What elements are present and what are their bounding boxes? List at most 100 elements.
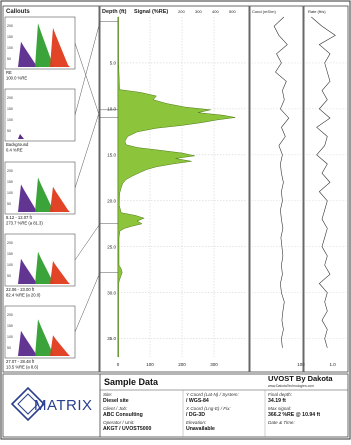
depth-header: Depth (ft)	[102, 9, 127, 15]
rate-panel	[303, 5, 349, 373]
callout-waveform-red	[50, 27, 70, 67]
callout-label: 27.07 - 28.48 ft	[6, 359, 35, 364]
callout-waveform-purple	[18, 330, 38, 356]
callout-connector	[74, 42, 101, 118]
callout-axis-label: 150	[7, 252, 13, 256]
depth-tick-label: 20.0	[107, 198, 116, 203]
brand-sub: www.DakotaTechnologies.com	[268, 384, 314, 388]
callout-label: 22.06 - 23.00 ft	[6, 287, 35, 292]
callout-label: 13.5 %RE (a 8.6)	[6, 365, 39, 370]
depth-tick-label: 15.0	[107, 152, 116, 157]
callout-axis-label: 150	[7, 107, 13, 111]
footer-field-label: Date & Time:	[268, 420, 295, 425]
signal-top-tick: 500	[229, 9, 236, 14]
matrix-logo: MATRIX	[10, 386, 93, 422]
signal-header: Signal (%RE)	[134, 9, 168, 15]
callouts-header: Callouts	[6, 9, 30, 15]
footer-field-label: Y Coord (Lat-N) / System:	[186, 392, 239, 397]
signal-top-tick: 400	[212, 9, 219, 14]
plots-layer: 200 300 400 500 5.0 10.0 15.0 20.0 25.0 30.0 35.0 0…	[107, 9, 346, 367]
callout-waveform-purple	[18, 258, 38, 284]
brand-title: UVOST By Dakota	[268, 374, 333, 383]
callout-waveform-red	[50, 186, 70, 212]
cond-header: Cond (mS/m)	[252, 9, 276, 14]
signal-top-tick: 200	[178, 9, 185, 14]
footer-field-label: Elevation:	[186, 420, 207, 425]
callout-axis-label: 50	[7, 346, 11, 350]
callout-connector	[74, 21, 101, 116]
rate-x-tick-label: 1.0	[330, 362, 337, 367]
callout-axis-label: 50	[7, 202, 11, 206]
callout-connector	[74, 272, 101, 333]
signal-panel	[99, 5, 250, 373]
callout-axis-label: 200	[7, 313, 13, 317]
signal-area	[117, 16, 236, 358]
callout-axis-label: 200	[7, 169, 13, 173]
report-title: Sample Data	[104, 377, 159, 387]
callout-axis-label: 50	[7, 57, 11, 61]
footer-field-label: Site:	[103, 392, 113, 397]
signal-x-tick-label: 100	[146, 362, 154, 367]
callout-connector	[74, 223, 101, 261]
callout-axis-label: 150	[7, 324, 13, 328]
footer-field-value: 34.19 ft	[268, 398, 286, 404]
signal-x-tick-label: 0	[117, 362, 120, 367]
callout-label: 8.12 - 12.07 ft	[6, 215, 33, 220]
depth-tick-label: 30.0	[107, 290, 116, 295]
cond-panel	[249, 5, 304, 373]
callout-axis-label: 100	[7, 46, 13, 50]
callout-waveform-purple	[18, 41, 38, 67]
callout-waveform-green	[35, 251, 55, 284]
footer-field-value: 366.2 %RE @ 10.94 ft	[268, 412, 320, 418]
footer-field-value: Diesel site	[103, 398, 129, 404]
callout-waveform-background	[18, 134, 24, 139]
footer-field-value: / DG-3D	[186, 412, 205, 418]
signal-x-tick-label: 200	[178, 362, 186, 367]
footer-field-label: Max signal:	[268, 406, 292, 411]
callout-waveform-red	[50, 335, 70, 356]
callout-label: Background	[6, 142, 29, 147]
footer-panel	[2, 373, 349, 438]
rate-line	[311, 16, 336, 348]
rate-header: Rate (ft/s)	[308, 9, 326, 14]
logo-text: MATRIX	[34, 397, 93, 414]
depth-tick-label: 35.0	[107, 336, 116, 341]
callout-axis-label: 100	[7, 191, 13, 195]
footer-field-value: AKGT / UVOST5000	[103, 426, 152, 432]
footer-field-value: ABC Consulting	[103, 412, 143, 418]
callout-axis-label: 150	[7, 180, 13, 184]
callout-label: 82.4 %RE (a 20.0)	[6, 293, 41, 298]
callout-axis-label: 200	[7, 241, 13, 245]
callout-axis-label: 100	[7, 263, 13, 267]
callout-connector	[74, 109, 101, 189]
callout-label: 100.0 %RE	[6, 76, 27, 81]
callout-axis-label: 100	[7, 118, 13, 122]
callout-label: 0.4 %RE	[6, 148, 23, 153]
footer-fields: Site:Diesel site Y Coord (Lat-N) / System…	[103, 390, 320, 437]
footer-field-label: Final depth:	[268, 392, 293, 397]
callout-label: RE	[6, 70, 12, 75]
logo-diamond-outer	[10, 386, 46, 422]
callout-axis-label: 50	[7, 274, 11, 278]
cond-x-tick-label: 100	[297, 362, 305, 367]
callout-axis-label: 200	[7, 24, 13, 28]
callout-axis-label: 100	[7, 335, 13, 339]
depth-tick-label: 5.0	[110, 61, 117, 66]
footer-field-value: / WGS-84	[186, 398, 209, 404]
callout-waveform-green	[35, 319, 55, 356]
footer-field-value: Unavailable	[186, 426, 215, 432]
footer-field-label: Client / Job:	[103, 406, 128, 411]
depth-tick-label: 25.0	[107, 244, 116, 249]
callout-axis-label: 50	[7, 129, 11, 133]
callout-waveform-red	[50, 261, 70, 284]
depth-tick-label: 10.0	[107, 106, 116, 111]
signal-top-tick: 300	[195, 9, 202, 14]
callout-axis-label: 200	[7, 96, 13, 100]
callout-label: 273.7 %RE (a 81.3)	[6, 221, 43, 226]
callout-waveform-green	[35, 177, 55, 212]
callout-waveform-green	[35, 23, 55, 67]
